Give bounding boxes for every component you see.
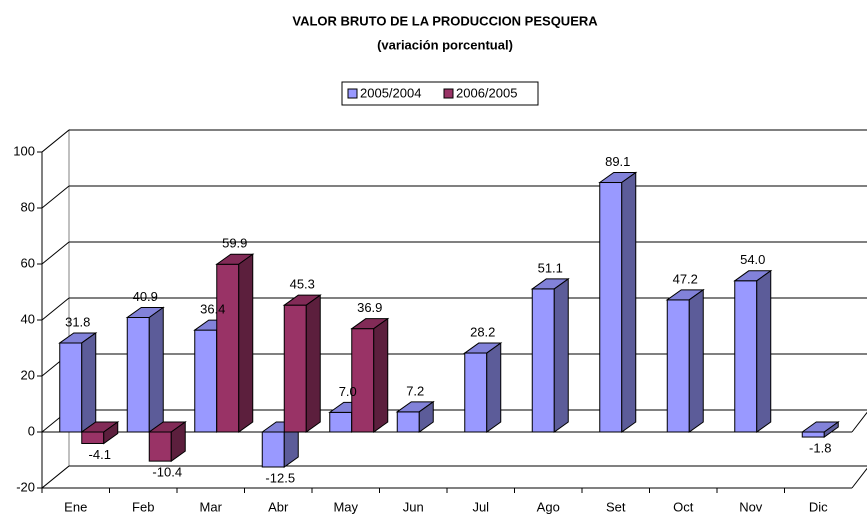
chart-subtitle: (variación porcentual) bbox=[377, 37, 513, 52]
bar bbox=[666, 299, 690, 433]
bar-side bbox=[238, 253, 254, 433]
value-label: 47.2 bbox=[673, 271, 698, 286]
value-label: -1.8 bbox=[809, 440, 831, 455]
y-tick-label: 100 bbox=[13, 143, 35, 158]
bar bbox=[464, 352, 488, 433]
grid-line-side bbox=[41, 297, 70, 321]
y-tick-label: 60 bbox=[21, 255, 35, 270]
bar bbox=[126, 316, 150, 433]
bar-side bbox=[81, 331, 97, 433]
floor-line-side bbox=[851, 467, 867, 489]
bar-side bbox=[373, 317, 389, 433]
bar bbox=[81, 431, 105, 444]
bar bbox=[734, 280, 758, 433]
legend-label: 2005/2004 bbox=[360, 85, 421, 100]
y-tick-label: 0 bbox=[28, 423, 35, 438]
value-label: 51.1 bbox=[538, 260, 563, 275]
bar-side bbox=[553, 277, 569, 433]
value-label: 36.9 bbox=[357, 300, 382, 315]
chart-title: VALOR BRUTO DE LA PRODUCCION PESQUERA bbox=[292, 13, 598, 28]
x-tick-label: Dic bbox=[809, 499, 828, 514]
bar-side bbox=[305, 294, 321, 433]
value-label: -10.4 bbox=[152, 465, 182, 480]
bar-side bbox=[103, 421, 119, 445]
bar bbox=[148, 431, 172, 462]
value-label: 7.2 bbox=[406, 383, 424, 398]
value-label: -4.1 bbox=[89, 447, 111, 462]
value-label: 28.2 bbox=[470, 324, 495, 339]
bar bbox=[801, 431, 825, 438]
bar bbox=[261, 431, 285, 468]
legend-swatch bbox=[443, 88, 454, 99]
bar bbox=[216, 263, 240, 433]
y-tick-label: -20 bbox=[16, 479, 35, 494]
bar bbox=[599, 182, 623, 433]
x-tick-label: May bbox=[333, 499, 358, 514]
x-tick-label: Set bbox=[606, 499, 626, 514]
grid-line-side bbox=[41, 241, 70, 265]
bar-side bbox=[823, 421, 839, 439]
bar bbox=[283, 304, 307, 433]
bar bbox=[59, 342, 83, 433]
grid-line-side bbox=[41, 465, 70, 489]
value-label: 31.8 bbox=[65, 314, 90, 329]
x-tick-label: Jun bbox=[403, 499, 424, 514]
y-tick-label: 20 bbox=[21, 367, 35, 382]
bar-side bbox=[688, 288, 704, 433]
value-label: -12.5 bbox=[265, 470, 295, 485]
x-tick-label: Abr bbox=[268, 499, 289, 514]
bar bbox=[531, 288, 555, 433]
y-tick-label: 80 bbox=[21, 199, 35, 214]
x-tick-label: Mar bbox=[200, 499, 223, 514]
legend-box bbox=[341, 81, 539, 106]
x-tick-label: Jul bbox=[472, 499, 489, 514]
value-label: 7.0 bbox=[339, 384, 357, 399]
bar bbox=[351, 328, 375, 433]
x-tick-label: Ene bbox=[64, 499, 87, 514]
bar-side bbox=[170, 421, 186, 463]
grid-line-side bbox=[41, 185, 70, 209]
zero-line-back bbox=[851, 411, 867, 433]
x-tick-label: Nov bbox=[739, 499, 763, 514]
bar-side bbox=[486, 342, 502, 433]
bar-side bbox=[418, 400, 434, 433]
legend-swatch bbox=[347, 88, 358, 99]
value-label: 89.1 bbox=[605, 154, 630, 169]
x-tick-label: Ago bbox=[537, 499, 560, 514]
bar-side bbox=[621, 171, 637, 433]
value-label: 40.9 bbox=[133, 289, 158, 304]
value-label: 45.3 bbox=[290, 277, 315, 292]
bar bbox=[329, 411, 353, 433]
bar bbox=[194, 329, 218, 433]
bar bbox=[396, 411, 420, 433]
legend-label: 2006/2005 bbox=[456, 85, 517, 100]
bar-side bbox=[148, 306, 164, 433]
value-label: 59.9 bbox=[222, 236, 247, 251]
x-tick-label: Feb bbox=[132, 499, 154, 514]
y-tick-label: 40 bbox=[21, 311, 35, 326]
bar-side bbox=[756, 269, 772, 433]
value-label: 36.4 bbox=[200, 302, 225, 317]
value-label: 54.0 bbox=[740, 252, 765, 267]
x-tick-label: Oct bbox=[673, 499, 694, 514]
grid-line-side bbox=[41, 129, 70, 153]
